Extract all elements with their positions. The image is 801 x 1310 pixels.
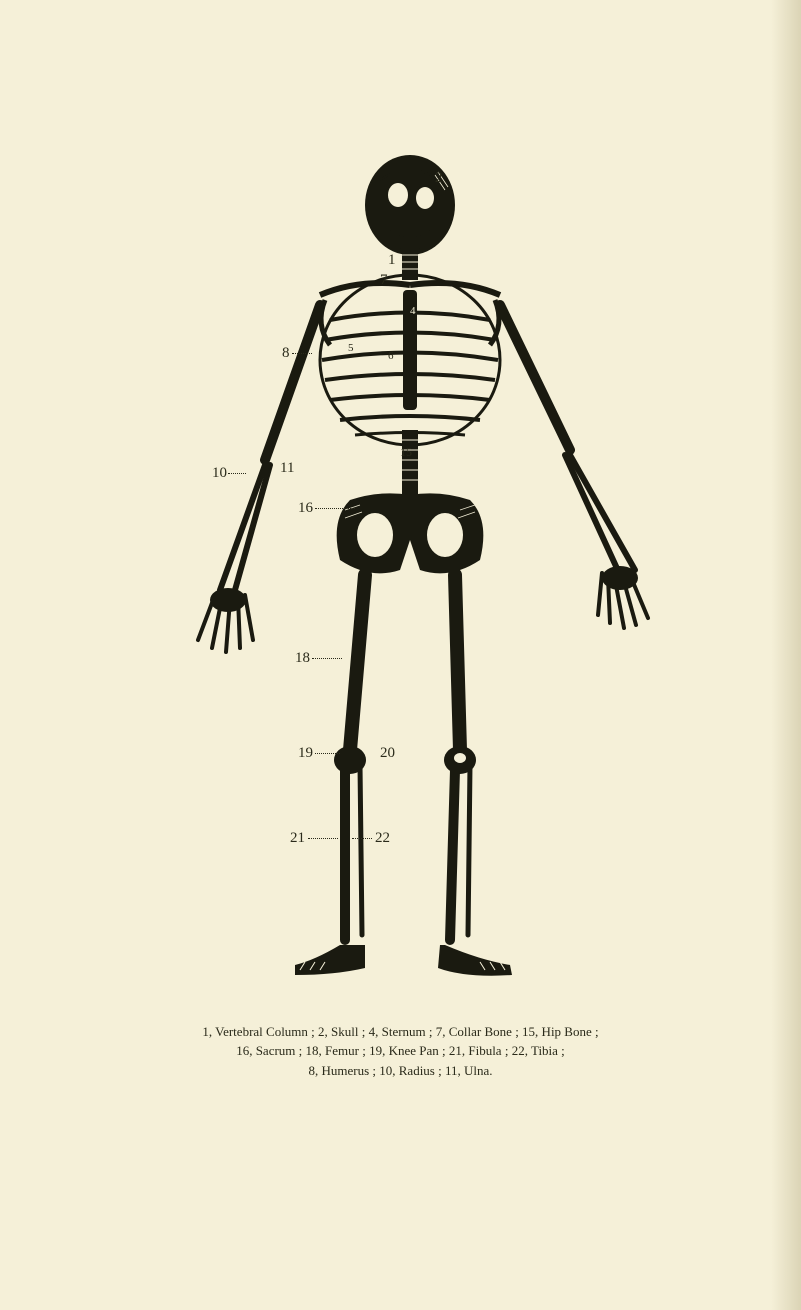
label-18: 18 xyxy=(295,650,310,667)
label-6: 6 xyxy=(388,350,394,362)
label-7: 7 xyxy=(380,272,388,289)
label-16: 16 xyxy=(298,500,313,517)
page-fold-shadow xyxy=(771,0,801,1310)
label-15: 15 xyxy=(400,445,412,460)
label-4: 4 xyxy=(410,305,416,317)
leader-8 xyxy=(292,353,312,354)
leader-22 xyxy=(352,838,372,839)
leader-21 xyxy=(308,838,338,839)
caption-line-2: 16, Sacrum ; 18, Femur ; 19, Knee Pan ; … xyxy=(60,1041,741,1061)
leader-16 xyxy=(315,508,355,509)
figure-caption: 1, Vertebral Column ; 2, Skull ; 4, Ster… xyxy=(0,1022,801,1081)
label-5: 5 xyxy=(348,342,354,354)
label-10: 10 xyxy=(212,465,227,482)
label-21: 21 xyxy=(290,830,305,847)
leader-19 xyxy=(315,753,340,754)
caption-line-3: 8, Humerus ; 10, Radius ; 11, Ulna. xyxy=(60,1061,741,1081)
page-container: 2 1 7 4 8 5 6 15 10 11 16 18 19 20 21 22… xyxy=(0,0,801,1310)
label-19: 19 xyxy=(298,745,313,762)
label-2: 2 xyxy=(435,170,443,187)
skeleton-figure: 2 1 7 4 8 5 6 15 10 11 16 18 19 20 21 22 xyxy=(150,150,680,1000)
label-8: 8 xyxy=(282,345,290,362)
label-22: 22 xyxy=(375,830,390,847)
leader-10 xyxy=(228,473,246,474)
leader-18 xyxy=(312,658,342,659)
label-11: 11 xyxy=(280,460,294,477)
skeleton-illustration xyxy=(150,150,680,1000)
caption-line-1: 1, Vertebral Column ; 2, Skull ; 4, Ster… xyxy=(60,1022,741,1042)
label-1: 1 xyxy=(388,252,396,269)
label-20: 20 xyxy=(380,745,395,762)
